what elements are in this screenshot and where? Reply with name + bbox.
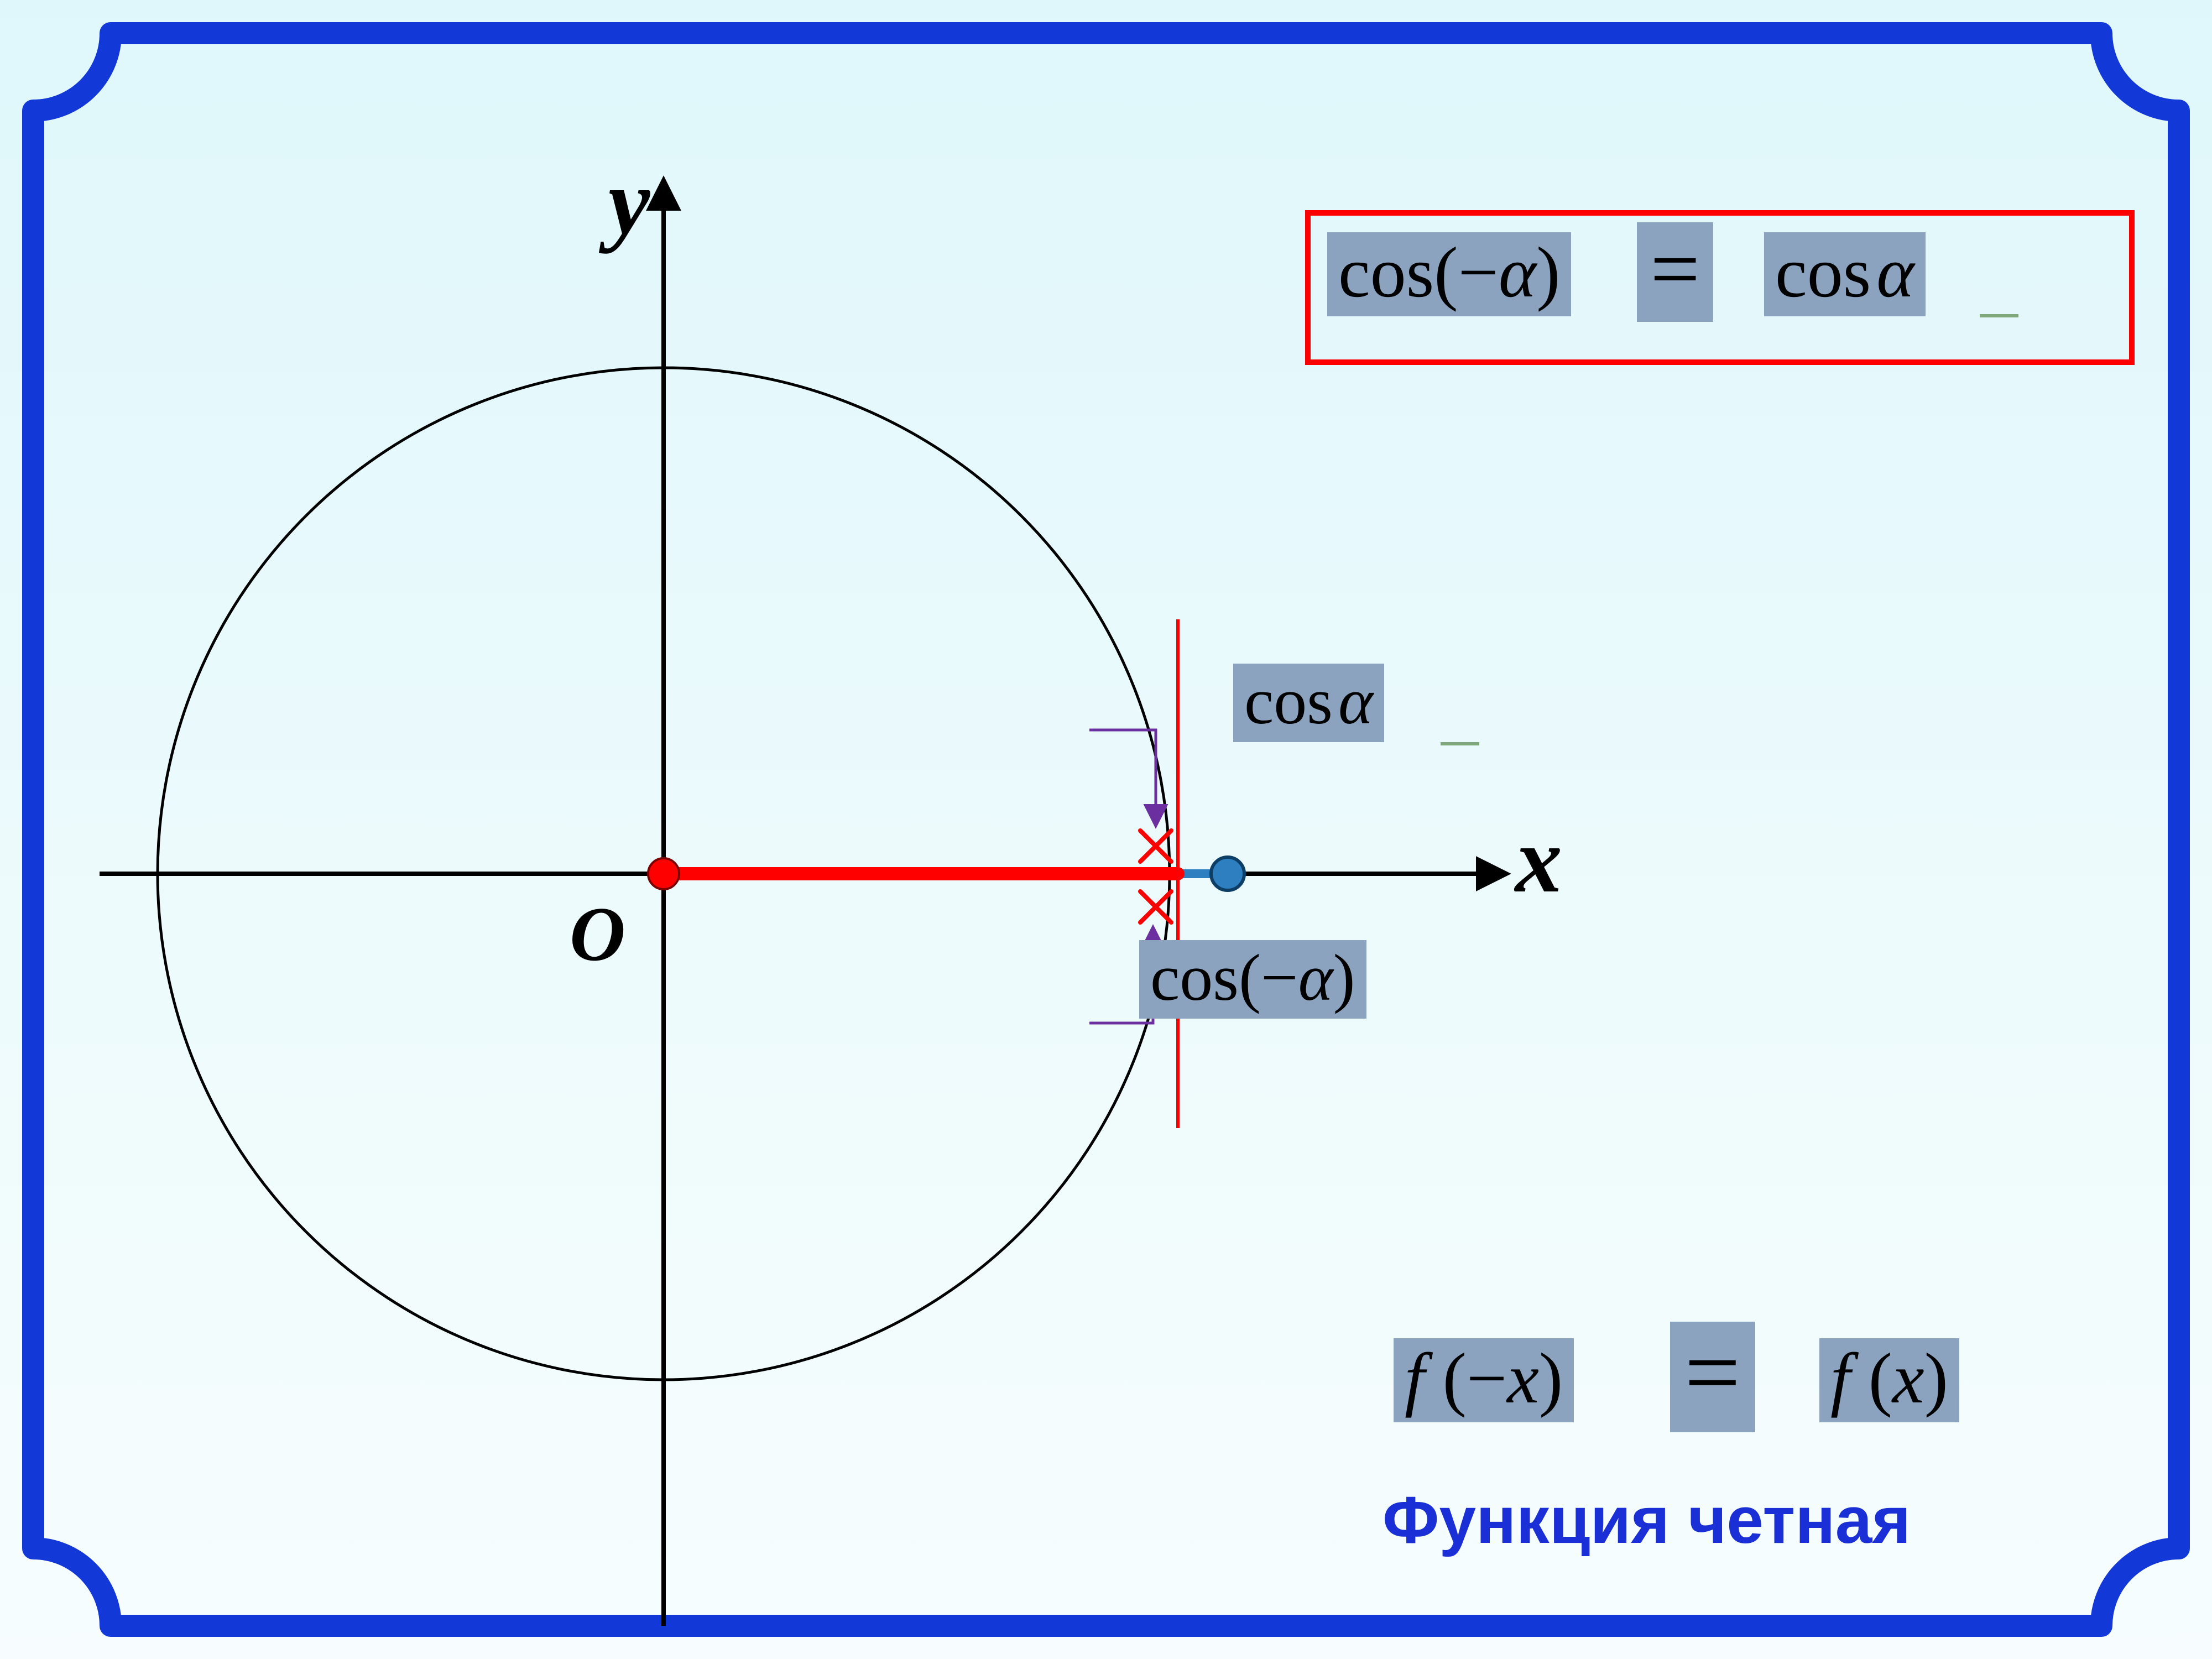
cos-text: cos (1244, 664, 1333, 738)
eq-bottom-lhs: f (−x) (1394, 1338, 1574, 1422)
eq-top-rhs-underline (1980, 314, 2018, 317)
origin-dot (648, 858, 679, 889)
eq-top-rhs-alpha: α (1876, 233, 1914, 312)
even-function-caption: Функция четная (1383, 1482, 1911, 1558)
x-axis-label: x (1515, 813, 1562, 907)
label-cos-alpha-underline (1441, 742, 1479, 745)
eq-top-rhs-cos: cos (1775, 233, 1871, 312)
label-cos-alpha: cosα (1233, 664, 1384, 742)
label-cos-neg-alpha: cos(−α) (1139, 940, 1366, 1019)
y-axis-label: y (608, 155, 650, 249)
eq-top-lhs: cos(−α) (1327, 232, 1571, 316)
eq-bottom-rhs: f (x) (1819, 1338, 1959, 1422)
eq-top-equals: = (1637, 222, 1713, 322)
red-x-mark-lower (1140, 891, 1171, 922)
origin-label: O (570, 896, 625, 973)
purple-arrow-upper (1089, 730, 1156, 824)
red-x-mark-upper (1140, 831, 1171, 862)
eq-top-rhs: cosα (1764, 232, 1926, 316)
eq-bottom-equals: = (1670, 1322, 1755, 1432)
alpha-glyph: α (1338, 664, 1373, 738)
cos-neg-alpha-text: cos(−α) (1150, 941, 1355, 1014)
cos-point-dot (1211, 857, 1244, 890)
